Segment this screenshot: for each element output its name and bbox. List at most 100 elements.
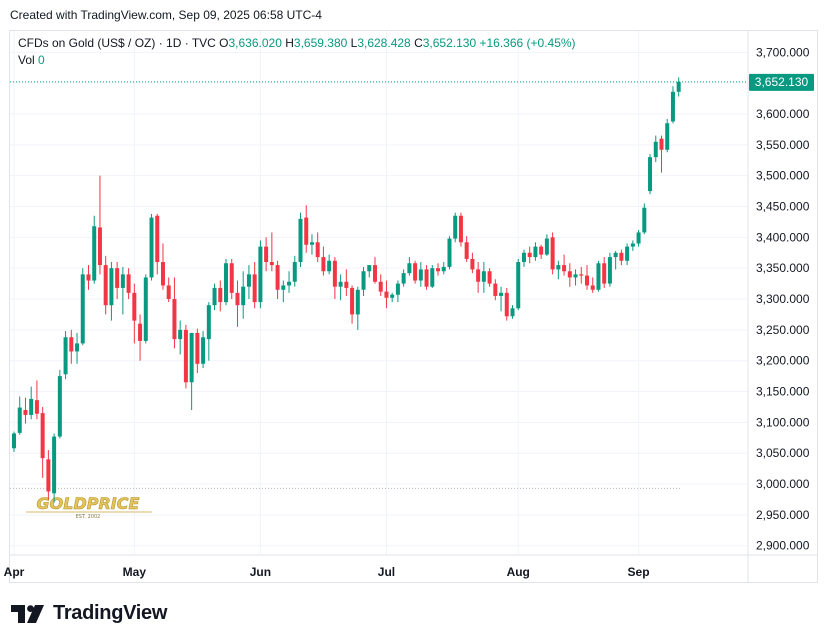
x-tick-label: Jul <box>378 565 395 579</box>
candle-body <box>241 286 246 306</box>
candle-body <box>441 266 446 272</box>
chart-frame <box>9 30 818 583</box>
candle-body <box>676 81 681 92</box>
candle-body <box>235 292 240 306</box>
candle-body <box>224 263 229 303</box>
candle-body <box>17 407 22 433</box>
candle-body <box>160 262 165 286</box>
candle-body <box>344 281 349 288</box>
candle-body <box>619 252 624 261</box>
candle-body <box>642 207 647 233</box>
candle-body <box>97 227 102 266</box>
candle-body <box>424 269 429 287</box>
y-tick-label: 3,400.000 <box>756 230 810 244</box>
candle-body <box>57 376 62 437</box>
legend-high-value: 3,659.380 <box>293 36 348 50</box>
candle-body <box>567 271 572 278</box>
candle-body <box>212 287 217 306</box>
candle-body <box>132 292 137 321</box>
candle-body <box>63 337 68 375</box>
candle-body <box>218 287 223 303</box>
legend-open-value: 3,636.020 <box>228 36 282 50</box>
candle-body <box>34 400 39 414</box>
volume-label: Vol <box>18 53 35 67</box>
candle-body <box>29 398 34 415</box>
legend-close-value: 3,652.130 <box>422 36 477 50</box>
candle-body <box>401 273 406 284</box>
y-tick-label: 3,350.000 <box>756 261 810 275</box>
x-tick-label: Aug <box>507 565 530 579</box>
y-tick-label: 3,200.000 <box>756 354 810 368</box>
candle-body <box>602 263 607 284</box>
candle-body <box>653 141 658 158</box>
candle-body <box>12 433 16 449</box>
candle-body <box>80 274 85 344</box>
candle-body <box>590 285 595 290</box>
y-tick-label: 3,000.000 <box>756 477 810 491</box>
candle-body <box>430 268 435 287</box>
candle-body <box>458 215 463 243</box>
candle-body <box>413 263 418 281</box>
candle-body <box>246 274 251 287</box>
y-tick-label: 3,450.000 <box>756 200 810 214</box>
candle-body <box>533 246 538 258</box>
candle-body <box>636 232 641 244</box>
candle-body <box>92 226 97 281</box>
candle-body <box>607 257 612 284</box>
candle-body <box>544 238 549 255</box>
candle-body <box>103 265 108 306</box>
candle-body <box>281 285 286 290</box>
candle-body <box>407 263 412 274</box>
candle-body <box>86 274 91 281</box>
candle-body <box>166 285 171 300</box>
candle-body <box>630 243 635 247</box>
candle-body <box>178 329 183 340</box>
candle-body <box>470 258 475 270</box>
y-tick-label: 2,900.000 <box>756 539 810 553</box>
candle-body <box>120 274 125 288</box>
candle-body <box>367 265 372 272</box>
candle-body <box>109 268 114 306</box>
candle-body <box>126 274 131 293</box>
y-tick-label: 2,950.000 <box>756 508 810 522</box>
candle-body <box>556 265 561 270</box>
tradingview-brand-text: TradingView <box>53 602 168 624</box>
candle-body <box>453 215 458 239</box>
legend-symbol: CFDs on Gold (US$ / OZ) · 1D · TVC <box>18 36 216 50</box>
candle-body <box>516 262 521 309</box>
candle-body <box>613 252 618 258</box>
y-tick-label: 3,550.000 <box>756 138 810 152</box>
candle-body <box>476 269 481 282</box>
candle-body <box>269 262 274 266</box>
goldprice-watermark: GOLDPRICE <box>37 494 140 513</box>
candle-body <box>287 281 292 286</box>
candle-body <box>264 246 269 263</box>
legend-open-label: O <box>219 36 229 50</box>
candle-body <box>23 410 28 415</box>
x-tick-label: May <box>123 565 147 579</box>
candle-body <box>355 289 360 315</box>
candle-body <box>183 329 188 383</box>
candle-body <box>115 268 120 288</box>
candle-body <box>195 332 200 364</box>
legend-high-label: H <box>285 36 294 50</box>
tradingview-footer[interactable]: TradingView <box>11 602 167 625</box>
candle-body <box>252 274 257 303</box>
candle-body <box>573 274 578 278</box>
candle-body <box>138 323 143 341</box>
y-tick-label: 3,600.000 <box>756 107 810 121</box>
candle-body <box>436 268 441 272</box>
last-price-label: 3,652.130 <box>755 75 809 89</box>
candle-body <box>201 337 206 364</box>
candle-body <box>275 265 280 290</box>
candle-body <box>665 123 670 150</box>
candle-body <box>648 157 653 192</box>
volume-value: 0 <box>38 53 45 67</box>
candle-body <box>321 257 326 272</box>
candle-body <box>550 237 555 270</box>
candle-body <box>378 281 383 292</box>
candle-body <box>625 246 630 261</box>
created-caption: Created with TradingView.com, Sep 09, 20… <box>10 8 322 22</box>
candle-body <box>481 271 486 282</box>
